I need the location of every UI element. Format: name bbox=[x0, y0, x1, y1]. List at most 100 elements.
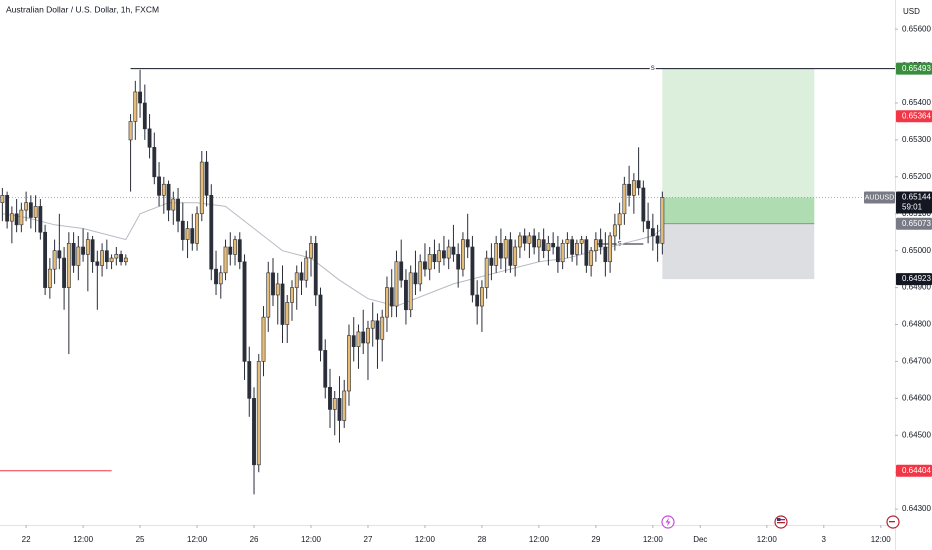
candle-body bbox=[541, 239, 546, 251]
candle-body bbox=[622, 183, 627, 215]
symbol-tag-bg bbox=[864, 191, 895, 204]
candle-body bbox=[95, 261, 100, 266]
candle bbox=[370, 302, 375, 347]
candle-body bbox=[309, 243, 313, 259]
candle bbox=[323, 339, 328, 399]
candle bbox=[413, 250, 418, 295]
candle bbox=[190, 213, 195, 251]
candle-body bbox=[456, 254, 461, 270]
candle-body bbox=[123, 257, 128, 263]
candle-body bbox=[109, 257, 114, 263]
candle-body bbox=[413, 272, 418, 285]
candle bbox=[9, 206, 14, 244]
candle bbox=[356, 324, 361, 369]
candle bbox=[470, 235, 475, 303]
candle-body bbox=[133, 91, 138, 122]
price-label: 0.65073 bbox=[902, 219, 931, 228]
candle bbox=[351, 317, 356, 362]
flag-stripe bbox=[777, 519, 785, 521]
candle-body bbox=[166, 183, 171, 211]
x-tick-label: 12:00 bbox=[529, 535, 550, 544]
candle-body bbox=[185, 228, 190, 240]
candle-body bbox=[404, 279, 408, 311]
x-tick-label: 12:00 bbox=[757, 535, 778, 544]
price-label: 0.65364 bbox=[902, 111, 931, 120]
candle-body bbox=[5, 195, 10, 222]
y-tick-label: 0.64600 bbox=[902, 393, 931, 402]
candle bbox=[574, 239, 579, 266]
candle-body bbox=[347, 335, 351, 392]
candle bbox=[318, 287, 323, 362]
x-tick-label: 12:00 bbox=[415, 535, 436, 544]
candle bbox=[551, 232, 556, 255]
flag-stripe bbox=[777, 522, 785, 524]
candle-body bbox=[484, 257, 489, 288]
candle-body bbox=[598, 239, 603, 248]
candle bbox=[142, 84, 147, 140]
candle bbox=[52, 239, 57, 284]
candle-body bbox=[432, 254, 437, 263]
candle bbox=[465, 213, 470, 259]
candle-body bbox=[617, 213, 622, 226]
candle-body bbox=[19, 209, 24, 226]
candle-body bbox=[655, 235, 660, 244]
candle bbox=[631, 173, 636, 214]
lightning-icon bbox=[665, 517, 671, 527]
candle bbox=[337, 376, 342, 443]
candle bbox=[33, 195, 38, 233]
candle bbox=[603, 232, 608, 277]
candle bbox=[242, 254, 247, 380]
candle bbox=[342, 379, 347, 428]
candle bbox=[237, 232, 242, 270]
x-tick-label: Dec bbox=[693, 535, 707, 544]
candle bbox=[57, 213, 62, 270]
price-label-bg bbox=[896, 110, 932, 123]
candle bbox=[475, 280, 480, 325]
y-tick-label: 0.64800 bbox=[902, 320, 931, 329]
candle bbox=[109, 254, 114, 270]
candle-body bbox=[290, 287, 294, 303]
x-tick-label: 22 bbox=[22, 535, 31, 544]
candle-body bbox=[33, 206, 38, 218]
candle-body bbox=[62, 257, 67, 288]
candle-body bbox=[508, 239, 513, 266]
candle-body bbox=[138, 91, 142, 104]
candle bbox=[328, 368, 332, 428]
candle bbox=[176, 187, 180, 233]
candle-body bbox=[636, 180, 641, 189]
candle bbox=[223, 239, 228, 281]
candle bbox=[437, 243, 442, 273]
candle bbox=[389, 269, 394, 318]
candle bbox=[655, 224, 660, 262]
candle-body bbox=[71, 243, 76, 266]
candle bbox=[536, 232, 541, 262]
candle bbox=[532, 228, 537, 255]
candle-body bbox=[522, 235, 527, 244]
candle-body bbox=[385, 287, 389, 318]
loss-zone bbox=[662, 223, 815, 280]
candle-body bbox=[641, 187, 646, 222]
candle bbox=[261, 306, 266, 377]
x-tick-label: 12:00 bbox=[643, 535, 664, 544]
candle-body bbox=[565, 239, 570, 244]
candle-body bbox=[437, 250, 442, 263]
x-tick-label: 12:00 bbox=[73, 535, 94, 544]
candle-body bbox=[228, 246, 233, 255]
candle bbox=[636, 147, 641, 196]
candle-body bbox=[489, 257, 494, 266]
x-tick-label: 12:00 bbox=[871, 535, 892, 544]
candle bbox=[593, 232, 598, 262]
y-tick-label: 0.65600 bbox=[902, 24, 931, 33]
symbol-tag: AUDUSD bbox=[865, 194, 895, 201]
candle-body bbox=[0, 195, 5, 203]
x-tick-label: 28 bbox=[477, 535, 486, 544]
candle-body bbox=[560, 243, 565, 263]
candle bbox=[294, 265, 299, 310]
candle bbox=[608, 232, 613, 273]
candle-body bbox=[176, 198, 180, 222]
candle-body bbox=[337, 398, 342, 421]
candle-body bbox=[570, 239, 575, 255]
candle bbox=[81, 228, 86, 262]
candle-body bbox=[47, 268, 52, 288]
